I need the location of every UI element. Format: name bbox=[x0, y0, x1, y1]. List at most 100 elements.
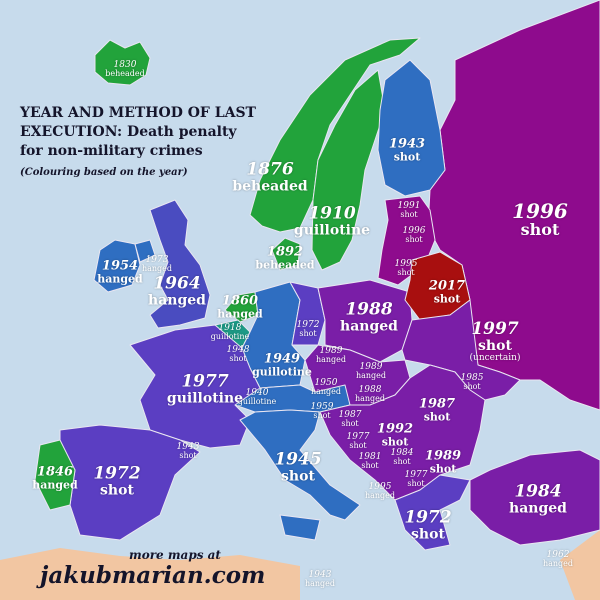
title-line-2-bold: EXECUTION: bbox=[20, 124, 123, 140]
country-label-lithuania: 1995 shot bbox=[394, 259, 418, 278]
execution-year: 1954 bbox=[101, 258, 139, 274]
execution-method: shot bbox=[463, 382, 481, 392]
execution-year: 1996 bbox=[402, 226, 426, 237]
country-label-greece: 1972 shot bbox=[404, 507, 452, 543]
country-label-united-kingdom: 1964 hanged bbox=[148, 273, 206, 309]
country-label-west-germany: 1949 guillotine bbox=[252, 352, 312, 377]
execution-year: 1977 bbox=[404, 470, 428, 481]
execution-method: shot bbox=[361, 461, 379, 471]
execution-year: 1989 bbox=[359, 362, 383, 373]
country-label-malta: 1943 hanged bbox=[304, 570, 336, 589]
map-subtitle: (Colouring based on the year) bbox=[20, 167, 188, 178]
country-label-poland: 1988 hanged bbox=[340, 299, 398, 335]
execution-method: guillotine bbox=[293, 222, 371, 239]
execution-year: 1910 bbox=[308, 203, 356, 224]
execution-method: shot bbox=[281, 468, 315, 485]
footer-more-maps: more maps at bbox=[129, 548, 221, 562]
footer-site-link[interactable]: jakubmarian.com bbox=[40, 562, 266, 589]
execution-method: guillotine bbox=[237, 397, 277, 407]
region-ukraine bbox=[401, 299, 521, 401]
execution-method: shot bbox=[411, 526, 445, 543]
country-label-sweden: 1910 guillotine bbox=[293, 203, 371, 239]
execution-year: 1948 bbox=[226, 345, 250, 356]
execution-method: shot bbox=[400, 210, 418, 220]
execution-method: shot bbox=[478, 337, 512, 354]
title-line-1: YEAR AND METHOD OF LAST bbox=[20, 105, 256, 121]
execution-method: shot bbox=[407, 479, 425, 489]
execution-method: hanged bbox=[97, 272, 143, 286]
region-northern-ireland bbox=[134, 239, 156, 263]
execution-method: shot bbox=[313, 411, 331, 421]
execution-method: shot bbox=[433, 292, 461, 306]
execution-year: 1988 bbox=[358, 385, 382, 396]
execution-method: beheaded bbox=[105, 69, 145, 79]
region-turkey bbox=[469, 449, 600, 546]
execution-year: 1989 bbox=[319, 346, 343, 357]
region-ireland bbox=[93, 239, 141, 293]
region-finland bbox=[377, 59, 446, 197]
execution-method: hanged bbox=[354, 394, 386, 404]
country-label-montenegro: 1981 shot bbox=[358, 452, 382, 471]
execution-method: hanged bbox=[304, 579, 336, 589]
country-label-france: 1977 guillotine bbox=[167, 373, 243, 407]
country-label-east-germany: 1972 shot bbox=[296, 320, 320, 339]
execution-year: 1987 bbox=[338, 410, 362, 421]
execution-year: 1988 bbox=[345, 299, 393, 320]
country-label-switzerland: 1940 guillotine bbox=[237, 388, 277, 407]
africa-landmass bbox=[0, 530, 600, 600]
map-title: YEAR AND METHOD OF LAST EXECUTION: Death… bbox=[20, 104, 256, 182]
execution-method: hanged bbox=[141, 264, 173, 274]
region-poland bbox=[317, 279, 413, 363]
execution-year: 1995 bbox=[394, 259, 418, 270]
region-norway bbox=[249, 37, 421, 233]
region-denmark bbox=[271, 237, 301, 271]
execution-year: 1973 bbox=[145, 255, 169, 266]
country-label-serbia: 1992 shot bbox=[377, 422, 413, 447]
country-label-albania: 1995 hanged bbox=[364, 482, 396, 501]
execution-method: shot bbox=[397, 268, 415, 278]
execution-year: 1985 bbox=[460, 373, 484, 384]
country-label-turkey: 1984 hanged bbox=[509, 483, 567, 517]
execution-method: hanged bbox=[310, 387, 342, 397]
title-line-2-rest: Death penalty bbox=[122, 124, 237, 140]
execution-method: shot bbox=[423, 410, 451, 424]
execution-year: 1977 bbox=[346, 432, 370, 443]
execution-method: beheaded bbox=[255, 258, 315, 272]
region-united-kingdom bbox=[149, 199, 211, 329]
execution-method: hanged bbox=[148, 292, 206, 309]
country-label-hungary: 1988 hanged bbox=[354, 385, 386, 404]
execution-method: shot bbox=[520, 220, 560, 240]
execution-year: 1987 bbox=[418, 396, 456, 412]
country-label-bosnia: 1977 shot bbox=[346, 432, 370, 451]
execution-method: shot bbox=[100, 482, 134, 499]
execution-year: 1945 bbox=[274, 449, 322, 470]
country-label-luxembourg: 1948 shot bbox=[226, 345, 250, 364]
execution-year: 1989 bbox=[424, 448, 462, 464]
execution-method: hanged bbox=[509, 500, 567, 517]
execution-year: 1943 bbox=[176, 442, 200, 453]
execution-year: 1964 bbox=[153, 273, 201, 294]
execution-year: 1830 bbox=[113, 60, 137, 71]
country-label-slovakia: 1989 hanged bbox=[356, 362, 386, 381]
country-label-slovenia: 1959 shot bbox=[311, 402, 334, 421]
execution-year: 1984 bbox=[390, 448, 414, 459]
execution-year: 1972 bbox=[404, 507, 452, 528]
country-label-latvia: 1996 shot bbox=[402, 226, 426, 245]
execution-method: hanged bbox=[364, 491, 396, 501]
execution-method: shot bbox=[299, 329, 317, 339]
country-label-croatia: 1987 shot bbox=[338, 410, 362, 429]
region-italy bbox=[239, 409, 361, 541]
execution-year: 1949 bbox=[263, 351, 301, 367]
country-label-spain: 1972 shot bbox=[93, 465, 140, 499]
execution-year: 1940 bbox=[245, 388, 269, 399]
execution-year: 1918 bbox=[218, 323, 242, 334]
execution-method: shot bbox=[393, 457, 411, 467]
execution-method: hanged bbox=[315, 355, 347, 365]
execution-year: 1981 bbox=[358, 452, 382, 463]
country-label-portugal: 1846 hanged bbox=[32, 465, 78, 490]
execution-method: shot bbox=[229, 354, 247, 364]
execution-method: shot bbox=[405, 235, 423, 245]
execution-year: 1972 bbox=[296, 320, 320, 331]
execution-method: beheaded bbox=[232, 178, 308, 195]
